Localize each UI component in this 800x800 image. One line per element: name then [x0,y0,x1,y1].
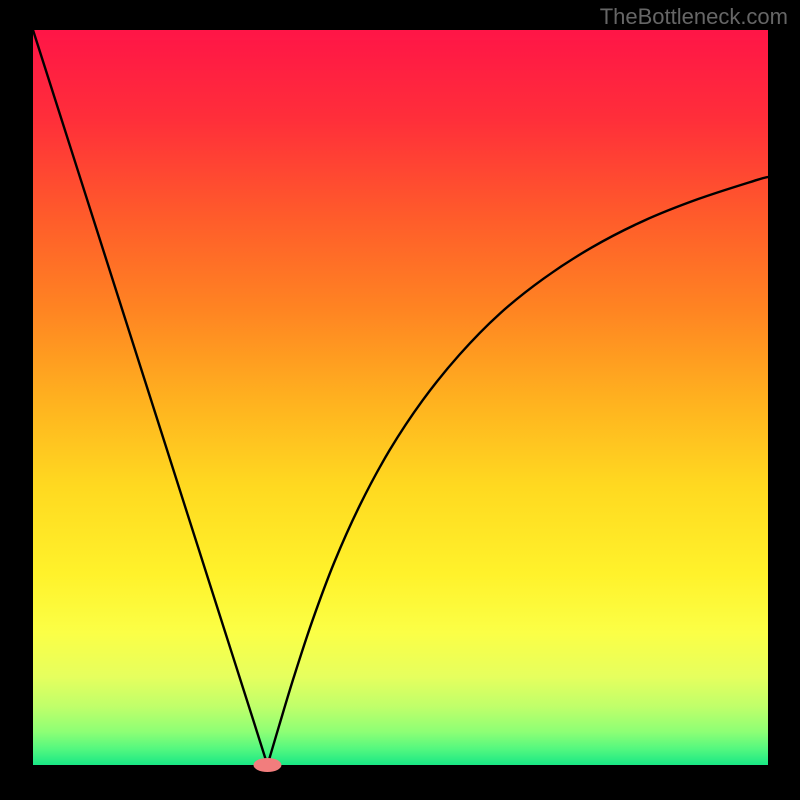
chart-container: TheBottleneck.com [0,0,800,800]
optimum-marker [253,758,281,772]
bottleneck-chart [0,0,800,800]
plot-background [33,30,768,765]
watermark-text: TheBottleneck.com [600,4,788,30]
